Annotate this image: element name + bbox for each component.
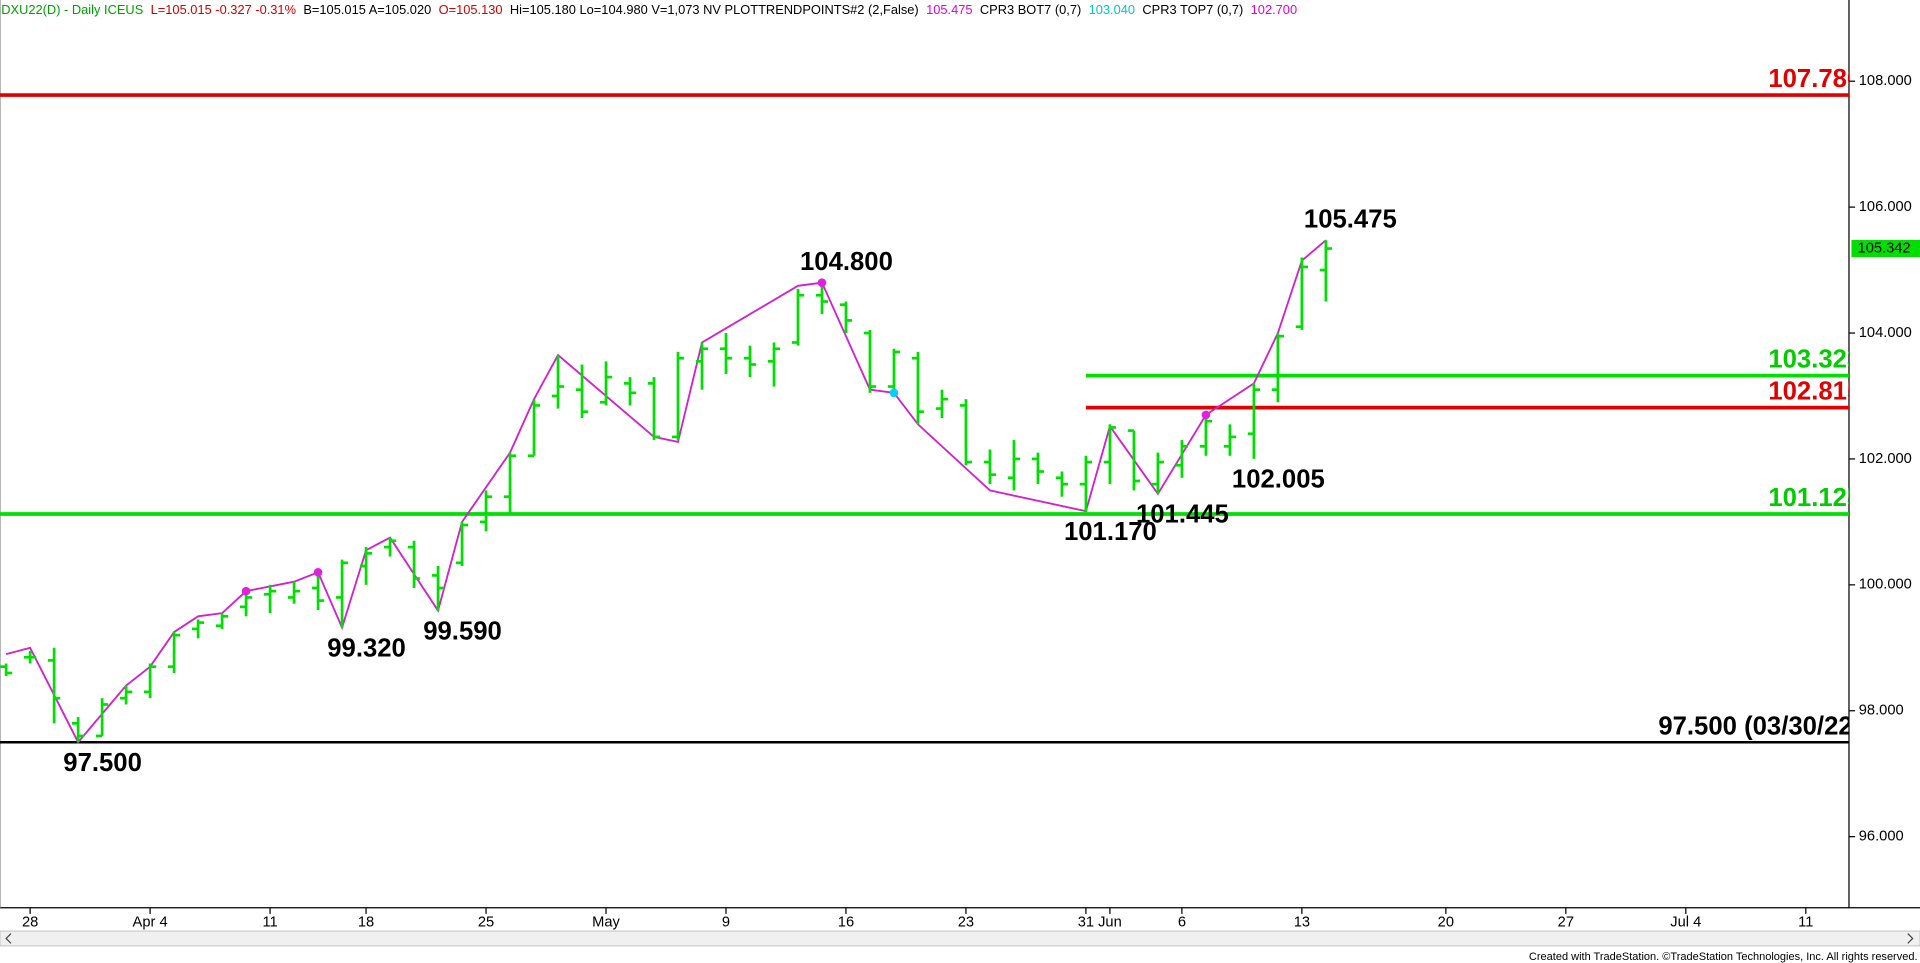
swing-label: 99.320 (327, 635, 406, 663)
scroll-right[interactable] (1907, 933, 1914, 944)
y-tick-label: 100.000 (1859, 577, 1912, 593)
header-item: B=105.015 A=105.020 (303, 2, 431, 17)
x-tick-label: Jul 4 (1670, 914, 1701, 930)
last-price-tag (1851, 239, 1920, 258)
level-label: 103.323 (1768, 346, 1861, 374)
scroll-left[interactable] (5, 933, 12, 944)
swing-label: 104.800 (800, 248, 893, 276)
x-tick-label: 23 (958, 914, 974, 930)
header-item: L=105.015 -0.327 -0.31% (151, 2, 296, 17)
y-tick-label: 104.000 (1859, 325, 1912, 341)
header-item: DXU22(D) - Daily ICEUS (1, 2, 143, 17)
y-tick-label: 98.000 (1859, 703, 1904, 719)
header-item: 103.040 (1089, 2, 1135, 17)
header-item: 102.700 (1251, 2, 1297, 17)
swing-label: 101.170 (1064, 518, 1157, 546)
swing-label: 99.590 (423, 618, 502, 646)
y-tick-label: 108.000 (1859, 73, 1912, 89)
swing-label: 105.475 (1304, 205, 1397, 233)
x-tick-label: 18 (358, 914, 374, 930)
trend-line (5, 239, 1327, 744)
x-tick-label: Jun (1098, 914, 1122, 930)
last-price-label: 105.342 (1858, 240, 1911, 256)
scrollbar[interactable] (0, 930, 1920, 947)
pivot-point (1201, 410, 1211, 420)
x-tick-label: 20 (1438, 914, 1454, 930)
swing-label: 101.445 (1136, 501, 1229, 529)
x-tick-label: 6 (1178, 914, 1186, 930)
y-tick-label: 106.000 (1859, 199, 1912, 215)
x-tick-label: 13 (1294, 914, 1310, 930)
footer: Created with TradeStation. ©TradeStation… (1529, 951, 1918, 963)
header-item: O=105.130 (439, 2, 503, 17)
x-tick-label: 27 (1558, 914, 1574, 930)
level-label: 107.780 (1768, 65, 1861, 93)
header: DXU22(D) - Daily ICEUS L=105.015 -0.327 -… (1, 2, 1297, 17)
header-item: CPR3 TOP7 (0,7) (1142, 2, 1243, 17)
y-tick-label: 96.000 (1859, 829, 1904, 845)
x-tick-label: 11 (262, 914, 277, 930)
plot-area: 107.780 103.323 102.815 101.125 97.500 (03/3… (0, 65, 1861, 744)
x-tick-label: May (592, 914, 620, 930)
x-tick-label: 16 (838, 914, 854, 930)
level-label: 102.815 (1768, 378, 1861, 406)
x-tick-label: 9 (722, 914, 730, 930)
swing-label: 102.005 (1232, 465, 1325, 493)
swing-label: 97.500 (63, 749, 142, 777)
header-item: CPR3 BOT7 (0,7) (980, 2, 1081, 17)
header-item: Hi=105.180 Lo=104.980 V=1,073 NV PLOTTRE… (510, 2, 919, 17)
pivot-point (241, 586, 251, 596)
pivot-point (817, 278, 827, 287)
header-item: 105.475 (926, 2, 972, 17)
pivot-point (889, 388, 899, 398)
x-tick-label: Apr 4 (133, 914, 168, 930)
x-tick-label: 28 (22, 914, 38, 930)
y-tick-label: 102.000 (1859, 451, 1912, 467)
x-tick-label: 31 (1078, 914, 1094, 930)
x-tick-label: 11 (1798, 914, 1813, 930)
level-label: 97.500 (03/30/22) (1658, 712, 1861, 740)
pivot-point (313, 567, 323, 577)
x-tick-label: 25 (478, 914, 494, 930)
level-label: 101.125 (1768, 484, 1861, 512)
